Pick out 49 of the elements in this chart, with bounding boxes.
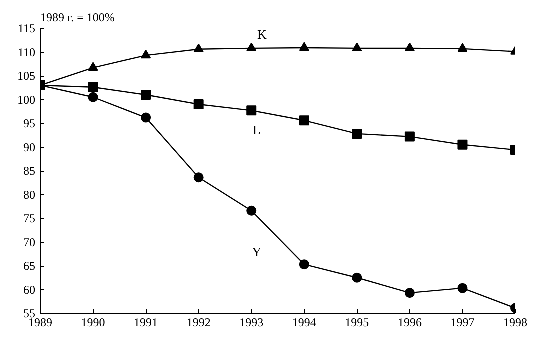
x-tick-label: 1991: [134, 316, 158, 330]
point: [88, 82, 98, 92]
point: [246, 42, 257, 52]
y-axis-title: 1989 г. = 100%: [40, 10, 115, 24]
y-tick-label: 105: [18, 69, 36, 83]
point: [299, 42, 310, 52]
series-label: Y: [252, 244, 262, 260]
point: [246, 206, 257, 216]
x-tick-label: 1990: [81, 316, 106, 330]
point: [194, 44, 204, 52]
x-tick-label: 1995: [345, 316, 370, 330]
y-tick-label: 65: [24, 259, 36, 273]
y-tick-label: 85: [24, 164, 36, 178]
y-tick-label: 60: [24, 282, 36, 297]
point: [352, 42, 362, 52]
point: [458, 43, 468, 52]
x-tick-label: 1998: [504, 316, 528, 330]
x-tick-label: 1994: [292, 316, 316, 330]
point: [141, 90, 152, 100]
y-tick-label: 90: [24, 140, 36, 154]
point: [194, 100, 204, 110]
y-tick-label: 75: [24, 212, 36, 226]
series-label: L: [252, 122, 261, 138]
y-tick-label: 95: [24, 116, 36, 130]
y-tick-label: 115: [18, 22, 36, 36]
point: [88, 92, 98, 102]
point: [404, 132, 415, 142]
point: [352, 272, 362, 283]
series-label: K: [257, 27, 268, 42]
point: [404, 288, 415, 298]
y-tick-label: 80: [24, 188, 36, 202]
point: [458, 140, 468, 150]
point: [404, 42, 415, 52]
point: [352, 128, 362, 139]
y-tick-label: 110: [18, 45, 36, 60]
point: [299, 260, 310, 270]
point: [194, 172, 204, 183]
x-tick-label: 1993: [240, 316, 264, 330]
y-tick-label: 100: [18, 92, 36, 107]
point: [458, 283, 468, 294]
y-tick-label: 70: [24, 235, 36, 250]
x-tick-label: 1992: [186, 316, 211, 330]
point: [246, 106, 257, 116]
point: [88, 62, 98, 72]
point: [141, 112, 152, 123]
x-tick-label: 1996: [398, 316, 422, 330]
x-tick-label: 1997: [450, 316, 475, 330]
point: [299, 116, 310, 126]
point: [141, 50, 152, 59]
